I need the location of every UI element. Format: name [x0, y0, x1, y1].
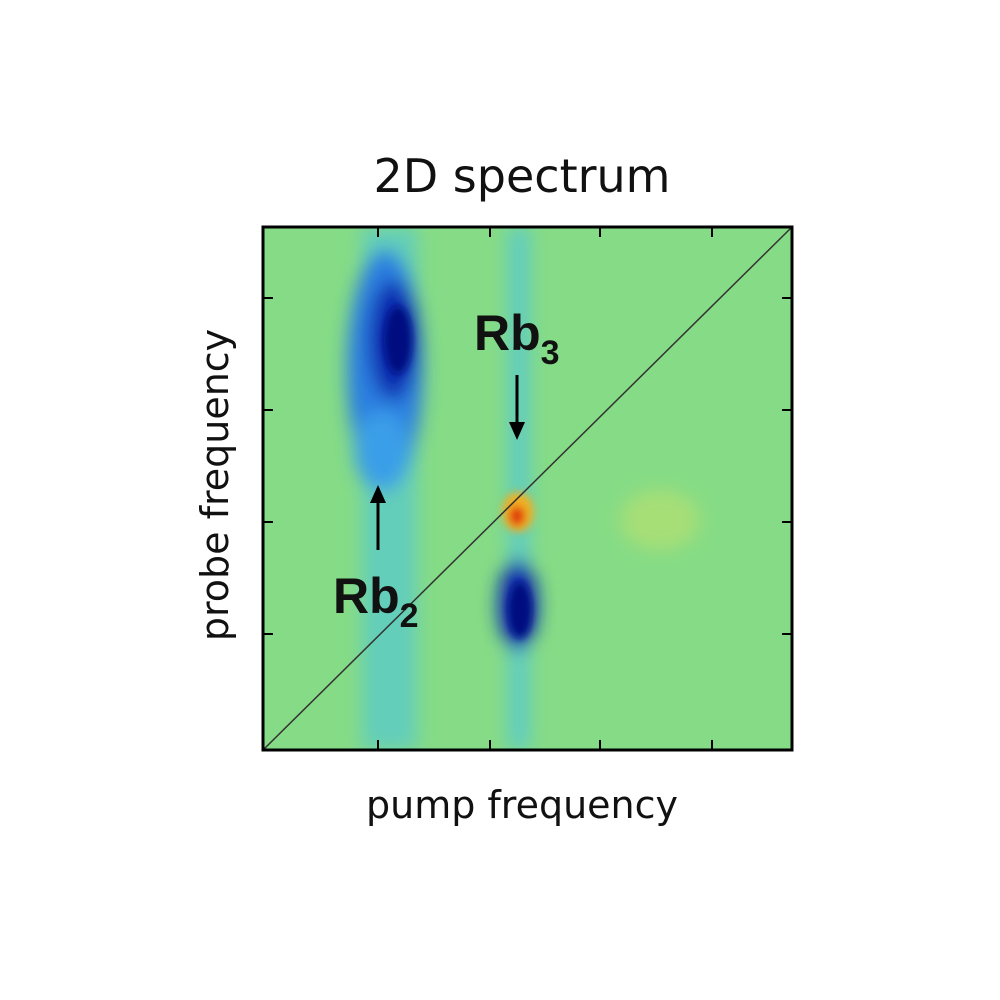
x-axis-label: pump frequency: [366, 783, 678, 827]
heatmap: [263, 227, 792, 750]
title: 2D spectrum: [374, 149, 671, 203]
y-axis-label: probe frequency: [193, 329, 237, 641]
plot-frame: [261, 225, 794, 752]
annotation-rb3: Rb3: [474, 305, 560, 372]
annotation-rb2: Rb2: [333, 568, 419, 635]
arrow-rb3: [509, 375, 525, 440]
ticks: [263, 227, 792, 750]
arrow-rb2: [370, 485, 386, 550]
